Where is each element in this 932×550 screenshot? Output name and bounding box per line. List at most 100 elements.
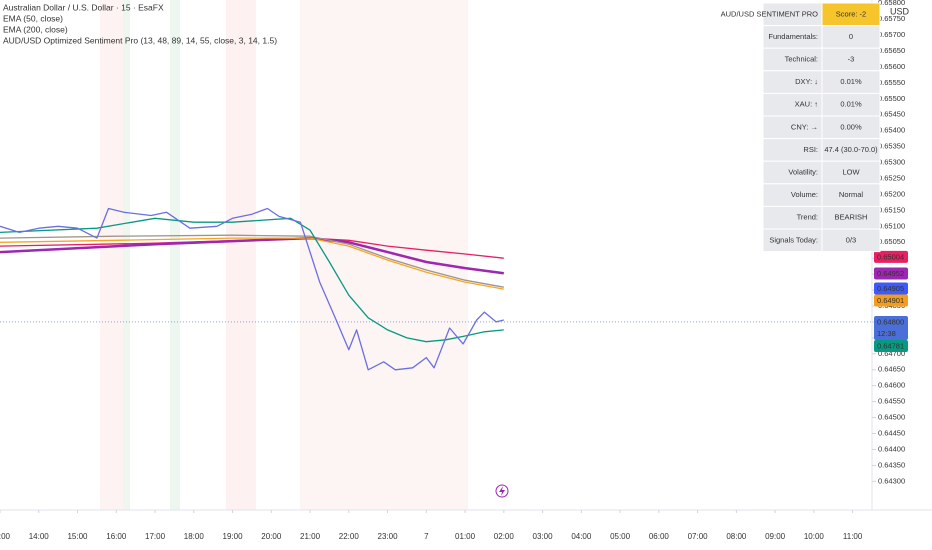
x-tick-label: 21:00 bbox=[300, 532, 321, 541]
price-label-box bbox=[874, 282, 908, 295]
table-value: 0 bbox=[849, 32, 853, 41]
series-line bbox=[0, 207, 504, 371]
y-tick-label: 0.65650 bbox=[878, 46, 905, 55]
price-label-box bbox=[874, 250, 908, 263]
table-label: Volume: bbox=[791, 190, 818, 199]
x-tick-label: 20:00 bbox=[261, 532, 282, 541]
y-tick-label: 0.64600 bbox=[878, 381, 905, 390]
legend-text: AUD/USD Optimized Sentiment Pro (13, 48,… bbox=[3, 35, 277, 45]
x-tick-label: 07:00 bbox=[688, 532, 709, 541]
table-label: XAU: ↑ bbox=[795, 100, 818, 109]
x-tick-label: 13:00 bbox=[0, 532, 11, 541]
x-tick-label: 18:00 bbox=[184, 532, 205, 541]
table-label: Fundamentals: bbox=[768, 32, 818, 41]
sentiment-table: AUD/USD SENTIMENT PRO Score: -2 Fundamenta… bbox=[721, 2, 881, 253]
band bbox=[300, 0, 468, 510]
y-tick-label: 0.65800 bbox=[878, 0, 905, 7]
x-tick-label: 05:00 bbox=[610, 532, 631, 541]
band bbox=[123, 0, 130, 510]
band bbox=[100, 0, 123, 510]
x-tick-label: 17:00 bbox=[145, 532, 166, 541]
legend-text: EMA (50, close) bbox=[3, 13, 63, 23]
event-icon-bolt bbox=[499, 486, 505, 496]
table-value: 47.4 (30.0-70.0) bbox=[824, 145, 878, 154]
x-tick-label: 16:00 bbox=[106, 532, 127, 541]
y-tick-label: 0.65050 bbox=[878, 237, 905, 246]
axis-unit: USD bbox=[890, 6, 910, 16]
series-line bbox=[0, 237, 504, 290]
price-label-box bbox=[874, 294, 908, 307]
y-tick-label: 0.64700 bbox=[878, 349, 905, 358]
x-tick-label: 14:00 bbox=[29, 532, 50, 541]
x-tick-label: 7 bbox=[424, 532, 429, 541]
y-tick-label: 0.65500 bbox=[878, 94, 905, 103]
table-cell bbox=[821, 228, 881, 253]
y-tick-label: 0.65150 bbox=[878, 205, 905, 214]
y-tick-label: 0.64650 bbox=[878, 365, 905, 374]
table-value: BEARISH bbox=[835, 213, 868, 222]
price-label: 0.64800 bbox=[877, 317, 904, 326]
y-tick-label: 0.65300 bbox=[878, 158, 905, 167]
price-label-box bbox=[874, 267, 908, 280]
y-tick-label: 0.65400 bbox=[878, 126, 905, 135]
table-value: LOW bbox=[842, 167, 860, 176]
price-label: 0.64905 bbox=[877, 284, 904, 293]
series-line bbox=[0, 217, 504, 343]
table-label: RSI: bbox=[803, 145, 818, 154]
x-tick-label: 08:00 bbox=[726, 532, 747, 541]
countdown: 12:38 bbox=[877, 329, 896, 338]
x-tick-label: 22:00 bbox=[339, 532, 360, 541]
y-tick-label: 0.65750 bbox=[878, 14, 905, 23]
y-tick-label: 0.64400 bbox=[878, 444, 905, 453]
y-tick-label: 0.65100 bbox=[878, 221, 905, 230]
x-tick-label: 01:00 bbox=[455, 532, 476, 541]
table-value: 0/3 bbox=[846, 235, 856, 244]
table-value: 0.00% bbox=[840, 122, 862, 131]
y-tick-label: 0.65550 bbox=[878, 78, 905, 87]
x-tick-label: 11:00 bbox=[843, 532, 863, 541]
band bbox=[170, 0, 180, 510]
x-tick-label: 06:00 bbox=[649, 532, 670, 541]
x-tick-label: 19:00 bbox=[223, 532, 244, 541]
table-value: 0.01% bbox=[840, 77, 862, 86]
legend-text: EMA (200, close) bbox=[3, 24, 68, 34]
plot: 0.64300 0.64350 0.64400 0.64450 0.64500 0.645… bbox=[0, 0, 908, 541]
price-label-box bbox=[874, 339, 908, 352]
table-value: -3 bbox=[848, 54, 855, 63]
x-tick-label: 09:00 bbox=[765, 532, 786, 541]
price-label: 0.65004 bbox=[877, 252, 904, 261]
y-tick-label: 0.64500 bbox=[878, 413, 905, 422]
price-label: 0.64781 bbox=[877, 341, 904, 350]
x-tick-label: 10:00 bbox=[804, 532, 825, 541]
y-tick-label: 0.64300 bbox=[878, 476, 905, 485]
y-tick-label: 0.65450 bbox=[878, 110, 905, 119]
y-tick-label: 0.65350 bbox=[878, 142, 905, 151]
x-tick-label: 23:00 bbox=[378, 532, 399, 541]
band bbox=[226, 0, 256, 510]
price-label: 0.64952 bbox=[877, 269, 904, 278]
price-label-box bbox=[874, 315, 908, 340]
y-tick-label: 0.65250 bbox=[878, 173, 905, 182]
y-tick-label: 0.65200 bbox=[878, 189, 905, 198]
x-tick-label: 04:00 bbox=[571, 532, 592, 541]
x-tick-label: 02:00 bbox=[494, 532, 515, 541]
y-tick-label: 0.65700 bbox=[878, 30, 905, 39]
table-label: Signals Today: bbox=[769, 235, 818, 244]
table-label: CNY: → bbox=[791, 122, 818, 131]
series-line bbox=[0, 236, 504, 275]
table-label: Volatility: bbox=[788, 167, 818, 176]
x-tick-label: 03:00 bbox=[533, 532, 554, 541]
table-value: 0.01% bbox=[840, 100, 862, 109]
table-label: DXY: ↓ bbox=[795, 77, 818, 86]
legend-text: Australian Dollar / U.S. Dollar · 15 · E… bbox=[3, 2, 164, 12]
y-tick-label: 0.64450 bbox=[878, 428, 905, 437]
y-tick-label: 0.65600 bbox=[878, 62, 905, 71]
y-tick-label: 0.64350 bbox=[878, 460, 905, 469]
table-label: AUD/USD SENTIMENT PRO bbox=[721, 9, 819, 18]
table-label: Technical: bbox=[785, 54, 818, 63]
x-tick-label: 15:00 bbox=[67, 532, 88, 541]
y-tick-label: 0.64550 bbox=[878, 397, 905, 406]
series-line bbox=[0, 234, 504, 288]
session-bands bbox=[100, 0, 468, 510]
